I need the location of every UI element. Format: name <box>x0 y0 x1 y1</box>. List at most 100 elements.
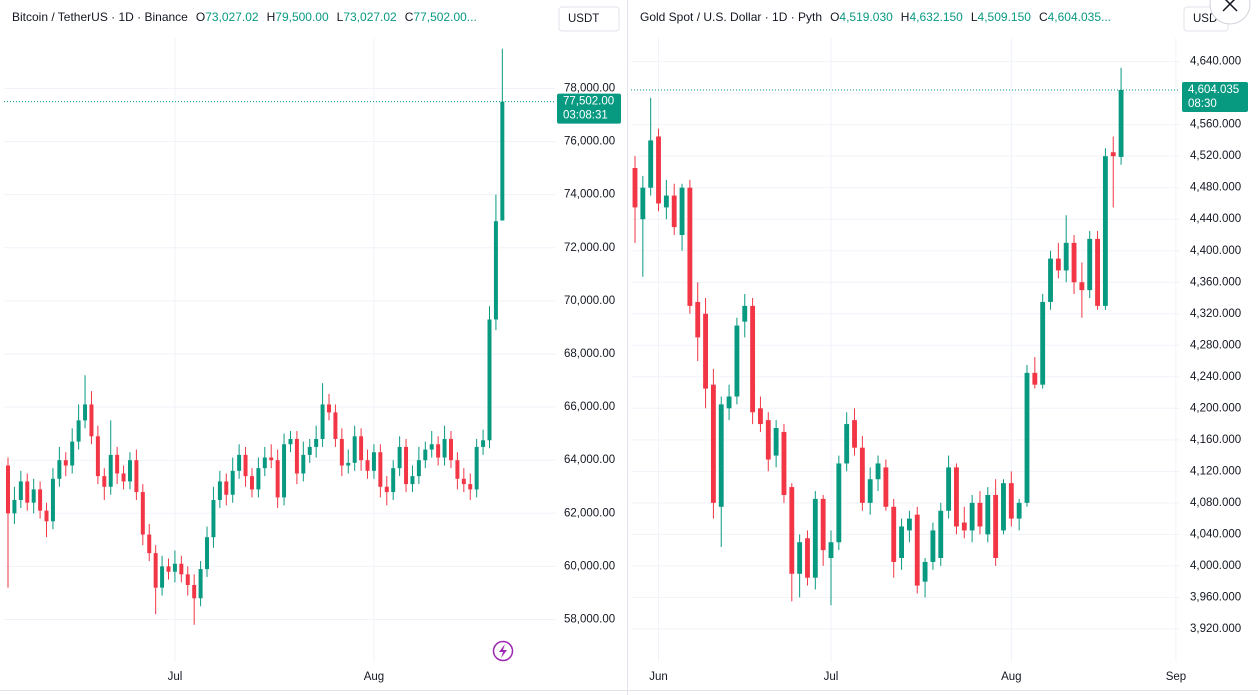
y-tick-label: 4,320.000 <box>1190 308 1241 320</box>
y-tick-label: 4,360.000 <box>1190 276 1241 288</box>
candle-body <box>938 510 944 558</box>
candle-body <box>230 470 235 495</box>
y-tick-label: 4,040.000 <box>1190 528 1241 540</box>
y-tick-label: 4,160.000 <box>1190 434 1241 446</box>
candle-body <box>1110 152 1116 157</box>
legend-key: L <box>337 10 344 24</box>
candle-body <box>147 534 152 554</box>
legend-key: O <box>196 10 205 24</box>
candle-body <box>391 468 396 493</box>
candle-body <box>288 438 293 445</box>
legend-key: H <box>901 10 910 24</box>
y-tick-label: 66,000.00 <box>564 401 615 413</box>
last-price-label: 4,604.035 <box>1188 84 1239 96</box>
candle-body <box>742 305 748 322</box>
legend-value: 79,500.00 <box>275 10 329 24</box>
candle-body <box>320 404 325 439</box>
candle-body <box>224 481 229 495</box>
close-cross[interactable] <box>1222 0 1237 12</box>
candle-body <box>249 476 254 490</box>
candle-body <box>38 489 43 511</box>
candle-body <box>31 489 36 503</box>
candle-body <box>205 537 210 570</box>
countdown-label: 03:08:31 <box>563 110 608 122</box>
candle-body <box>327 404 331 413</box>
candle-body <box>384 486 389 493</box>
legend-key: H <box>267 10 276 24</box>
y-tick-label: 68,000.00 <box>564 348 615 360</box>
candle-body <box>275 460 280 498</box>
candle-body <box>18 481 23 501</box>
legend-value: 4,519.030 <box>839 10 893 24</box>
y-tick-label: 4,640.000 <box>1190 56 1241 68</box>
legend-value: 77,502.00... <box>413 10 476 24</box>
candle-body <box>140 492 145 535</box>
candle-body <box>262 457 267 469</box>
alert-bolt[interactable] <box>499 644 507 658</box>
candle-body <box>820 498 826 551</box>
candle-body <box>442 438 447 458</box>
y-tick-label: 4,000.000 <box>1190 560 1241 572</box>
candle-body <box>166 566 171 572</box>
legend-title: Gold Spot / U.S. Dollar · 1D · Pyth <box>640 10 822 24</box>
y-tick-label: 62,000.00 <box>564 507 615 519</box>
candle-body <box>726 396 732 409</box>
candle-body <box>493 221 498 320</box>
candle-body <box>1087 238 1093 291</box>
candle-body <box>83 404 88 421</box>
candle-body <box>718 404 724 507</box>
pane: 3,920.000 3,960.000 4,000.000 4,040.000 4,08… <box>631 6 1248 683</box>
candle-body <box>891 506 897 562</box>
candle-body <box>500 101 505 221</box>
candle-body <box>339 438 344 466</box>
y-tick-label: 58,000.00 <box>564 614 615 626</box>
y-tick-label: 78,000.00 <box>564 82 615 94</box>
alert-icon[interactable] <box>492 640 514 662</box>
candle-body <box>134 460 139 493</box>
candle-body <box>314 438 319 447</box>
candle-body <box>172 563 177 572</box>
candle-body <box>185 574 190 585</box>
legend-value: 73,027.02 <box>205 10 259 24</box>
y-tick-label: 76,000.00 <box>564 136 615 148</box>
candle-body <box>1095 238 1100 306</box>
candle-body <box>859 447 865 503</box>
x-tick-label: Jul <box>168 671 183 683</box>
candle-body <box>282 444 287 498</box>
candle-body <box>954 467 959 527</box>
candle-body <box>789 487 795 574</box>
candle-body <box>6 465 10 514</box>
candle-body <box>812 498 818 578</box>
close-circle[interactable] <box>1209 0 1251 25</box>
candle-body <box>160 566 165 588</box>
candle-body <box>269 457 274 461</box>
candle-body <box>656 136 661 204</box>
legend: Gold Spot / U.S. Dollar · 1D · Pyth O4,51… <box>640 10 1111 24</box>
candle-body <box>1024 372 1030 503</box>
y-tick-label: 4,280.000 <box>1190 339 1241 351</box>
x-tick-label: Aug <box>364 671 384 683</box>
candle-body <box>378 452 383 487</box>
candle-body <box>930 530 936 562</box>
y-tick-label: 4,080.000 <box>1190 497 1241 509</box>
y-tick-label: 64,000.00 <box>564 454 615 466</box>
candle-body <box>1071 242 1077 283</box>
candle-body <box>1032 372 1038 385</box>
candle-body <box>695 301 701 338</box>
candle-body <box>663 195 669 208</box>
candle-body <box>365 460 370 471</box>
close-button[interactable] <box>1209 0 1251 25</box>
candle-body <box>922 561 928 582</box>
candle-body <box>243 454 248 477</box>
candle-body <box>1040 301 1046 385</box>
candle-body <box>468 484 473 490</box>
candle-body <box>211 500 216 538</box>
y-tick-label: 4,520.000 <box>1190 150 1241 162</box>
candle-body <box>946 467 952 511</box>
candle-body <box>102 476 107 487</box>
candle-body <box>758 408 763 425</box>
candle-body <box>828 542 834 558</box>
legend-key: L <box>971 10 978 24</box>
candle-body <box>961 522 967 531</box>
